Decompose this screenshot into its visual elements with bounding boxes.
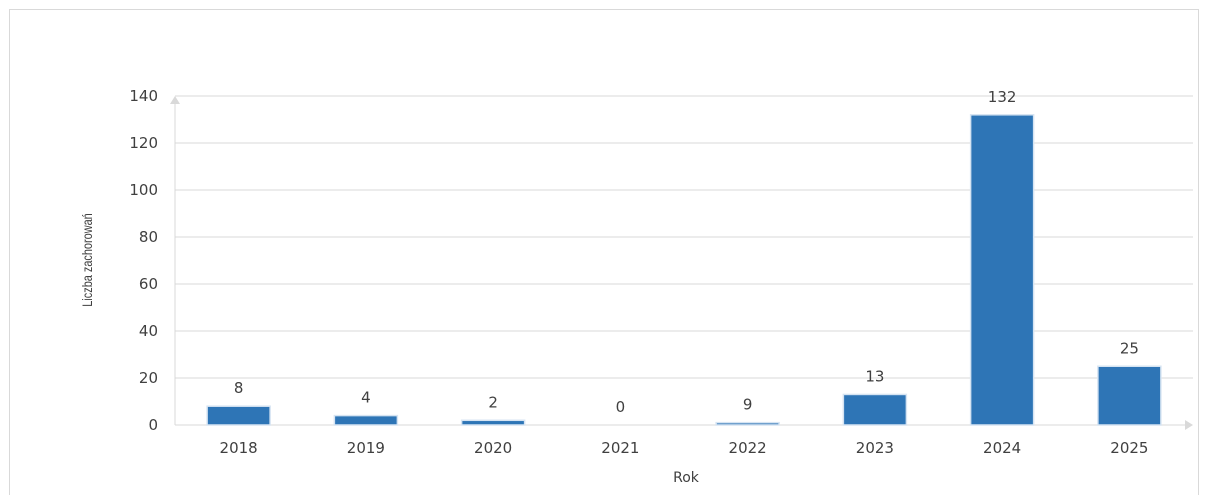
x-tick-label: 2021 xyxy=(601,439,639,457)
x-axis-title: Rok xyxy=(673,470,700,486)
x-tick-label: 2018 xyxy=(220,439,258,457)
x-tick-label: 2019 xyxy=(347,439,385,457)
bar xyxy=(1097,365,1162,426)
x-tick-label: 2024 xyxy=(983,439,1021,457)
y-tick-label: 20 xyxy=(139,369,158,387)
bar xyxy=(460,419,526,426)
bar xyxy=(333,414,399,426)
y-tick-label: 40 xyxy=(139,322,158,340)
y-axis-arrow xyxy=(170,96,180,104)
x-tick-label: 2020 xyxy=(474,439,512,457)
bar xyxy=(969,114,1035,426)
x-tick-label: 2023 xyxy=(856,439,894,457)
bar xyxy=(715,421,780,426)
data-label: 2 xyxy=(488,393,498,411)
data-label: 4 xyxy=(361,389,371,407)
y-tick-label: 120 xyxy=(129,134,158,152)
y-tick-label: 140 xyxy=(129,87,158,105)
data-label: 9 xyxy=(743,396,753,414)
bar xyxy=(206,405,271,426)
data-label: 0 xyxy=(616,398,626,416)
data-label: 8 xyxy=(234,379,244,397)
y-axis-title: Liczba zachorowań xyxy=(80,213,96,306)
axes xyxy=(170,96,1193,430)
x-axis-arrow xyxy=(1185,420,1193,430)
data-label: 25 xyxy=(1120,339,1139,357)
data-labels: 8 4 2 0 9 13 132 25 xyxy=(234,88,1139,416)
gridlines xyxy=(175,95,1193,379)
y-axis-ticks: 0 20 40 60 80 100 120 140 xyxy=(129,87,158,434)
x-tick-label: 2025 xyxy=(1110,439,1148,457)
y-tick-label: 80 xyxy=(139,228,158,246)
x-axis-ticks: 2018 2019 2020 2021 2022 2023 2024 2025 xyxy=(220,439,1149,457)
data-label: 13 xyxy=(865,367,884,385)
bars xyxy=(206,114,1162,426)
x-tick-label: 2022 xyxy=(729,439,767,457)
data-label: 132 xyxy=(988,88,1017,106)
y-tick-label: 100 xyxy=(129,181,158,199)
y-tick-label: 60 xyxy=(139,275,158,293)
bar xyxy=(842,393,908,426)
y-tick-label: 0 xyxy=(148,416,158,434)
